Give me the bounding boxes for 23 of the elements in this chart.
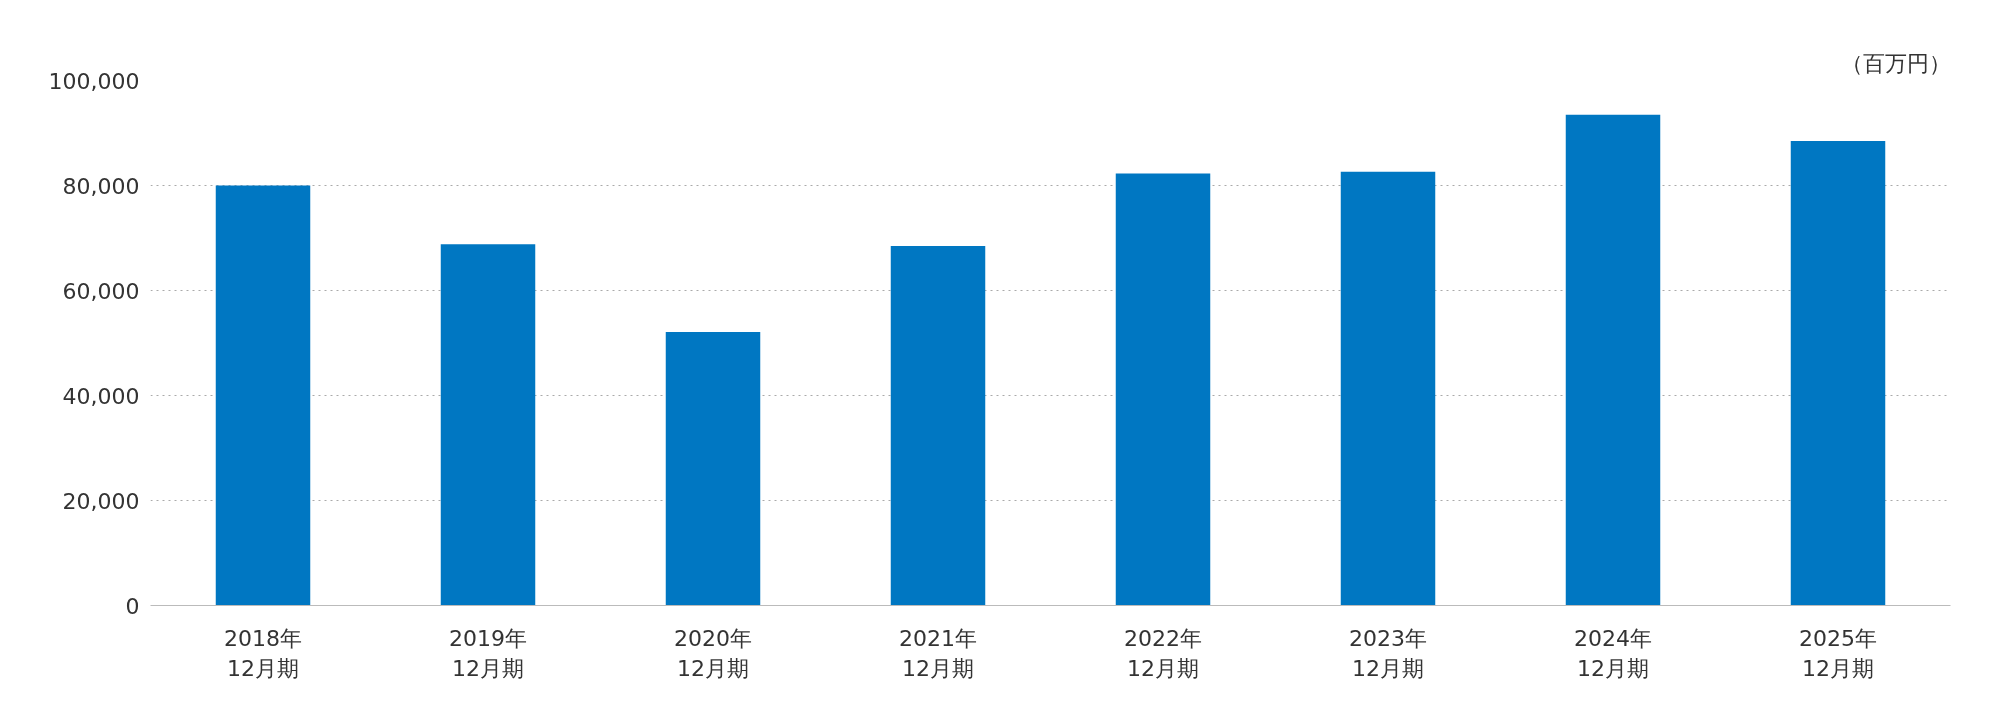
bar — [440, 244, 536, 606]
x-tick-label: 2019年 12月期 — [449, 625, 528, 681]
y-tick-label: 0 — [125, 593, 140, 619]
x-tick-label: 2018年 12月期 — [224, 625, 303, 681]
x-tick-label: 2021年 12月期 — [899, 625, 978, 681]
y-tick-label: 20,000 — [62, 488, 140, 514]
bar — [1565, 114, 1661, 606]
bar — [890, 245, 986, 606]
x-tick-label: 2023年 12月期 — [1349, 625, 1428, 681]
x-tick-label: 2022年 12月期 — [1124, 625, 1203, 681]
x-tick-label: 2024年 12月期 — [1574, 625, 1653, 681]
y-tick-label: 60,000 — [62, 278, 140, 304]
x-tick-label: 2025年 12月期 — [1799, 625, 1878, 681]
y-tick-label: 100,000 — [48, 68, 140, 94]
bar — [215, 185, 311, 606]
x-tick-label: 2020年 12月期 — [674, 625, 753, 681]
y-tick-label: 40,000 — [62, 383, 140, 409]
y-axis-title: （百万円） — [1840, 50, 1951, 76]
y-tick-label: 80,000 — [62, 173, 140, 199]
bar — [665, 331, 761, 606]
bar — [1115, 173, 1211, 606]
bar — [1790, 140, 1886, 606]
bar — [1340, 171, 1436, 606]
